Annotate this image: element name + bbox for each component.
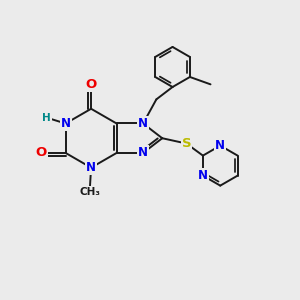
Text: N: N (86, 161, 96, 174)
Text: N: N (215, 139, 225, 152)
Text: N: N (138, 117, 148, 130)
Text: N: N (61, 117, 70, 130)
Text: S: S (182, 137, 191, 150)
Text: CH₃: CH₃ (79, 187, 100, 197)
Text: O: O (85, 78, 97, 91)
Text: O: O (36, 146, 47, 159)
Text: N: N (138, 146, 148, 159)
Text: H: H (42, 112, 51, 123)
Text: N: N (198, 169, 208, 182)
